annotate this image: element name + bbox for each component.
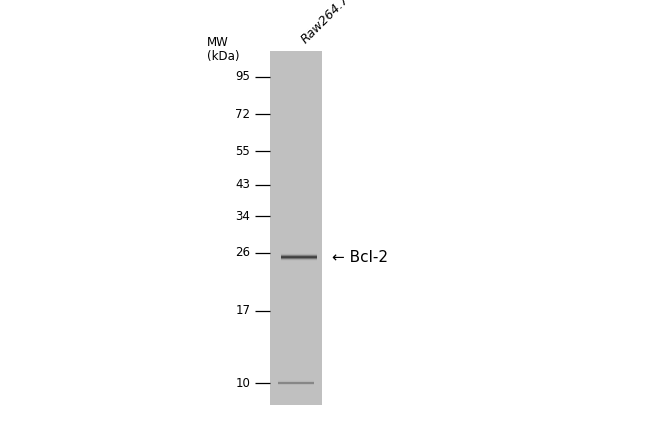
- Text: 34: 34: [235, 210, 250, 223]
- Bar: [281, 260, 317, 261]
- Bar: [281, 258, 317, 259]
- Text: 72: 72: [235, 108, 250, 121]
- Bar: [278, 384, 313, 385]
- Bar: [278, 381, 313, 382]
- Bar: [281, 257, 317, 258]
- Bar: [270, 51, 322, 405]
- Bar: [278, 384, 313, 385]
- Bar: [278, 381, 313, 382]
- Text: 43: 43: [235, 178, 250, 191]
- Bar: [281, 254, 317, 255]
- Bar: [278, 383, 313, 384]
- Bar: [281, 259, 317, 260]
- Bar: [278, 382, 313, 383]
- Bar: [281, 255, 317, 256]
- Bar: [278, 383, 313, 384]
- Bar: [278, 382, 313, 383]
- Text: 26: 26: [235, 246, 250, 260]
- Bar: [281, 259, 317, 260]
- Bar: [281, 259, 317, 260]
- Text: MW: MW: [207, 36, 228, 49]
- Text: 10: 10: [235, 376, 250, 390]
- Bar: [281, 253, 317, 254]
- Text: ← Bcl-2: ← Bcl-2: [332, 250, 387, 265]
- Bar: [281, 257, 317, 258]
- Bar: [281, 256, 317, 257]
- Bar: [278, 383, 313, 384]
- Bar: [278, 383, 313, 384]
- Bar: [278, 382, 313, 383]
- Text: 95: 95: [235, 70, 250, 83]
- Bar: [281, 255, 317, 256]
- Text: Raw264.7: Raw264.7: [299, 0, 352, 46]
- Bar: [281, 260, 317, 261]
- Bar: [278, 381, 313, 382]
- Bar: [281, 256, 317, 257]
- Bar: [278, 381, 313, 382]
- Bar: [281, 253, 317, 254]
- Bar: [278, 384, 313, 385]
- Text: (kDa): (kDa): [207, 50, 239, 63]
- Bar: [281, 255, 317, 256]
- Text: 17: 17: [235, 304, 250, 317]
- Text: 55: 55: [235, 144, 250, 157]
- Bar: [278, 384, 313, 385]
- Bar: [278, 382, 313, 383]
- Bar: [281, 257, 317, 258]
- Bar: [281, 254, 317, 255]
- Bar: [281, 258, 317, 259]
- Bar: [281, 256, 317, 257]
